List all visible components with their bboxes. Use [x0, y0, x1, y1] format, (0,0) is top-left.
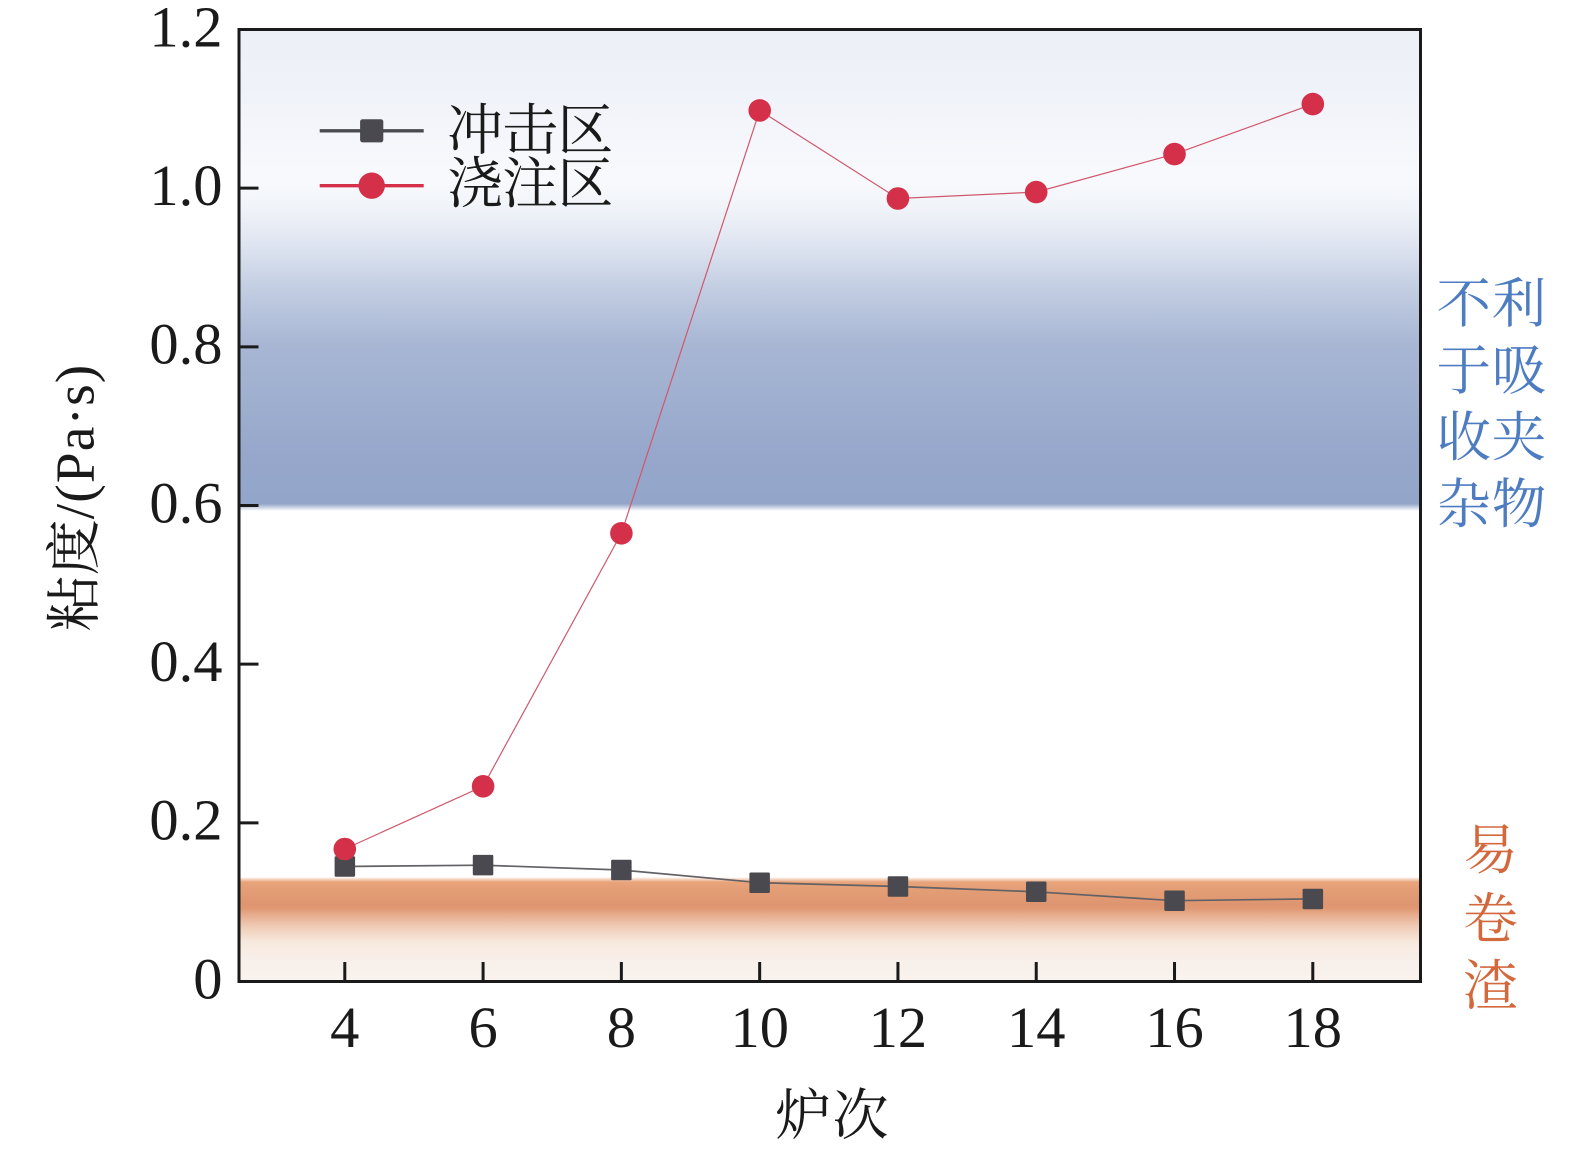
svg-text:0.6: 0.6 — [149, 470, 222, 535]
svg-text:18: 18 — [1284, 995, 1343, 1060]
svg-text:4: 4 — [330, 995, 359, 1060]
svg-text:/(Pa·s): /(Pa·s) — [46, 364, 107, 520]
svg-text:12: 12 — [869, 995, 928, 1060]
svg-text:0.2: 0.2 — [149, 788, 222, 853]
svg-text:0.4: 0.4 — [149, 629, 222, 694]
svg-text:14: 14 — [1007, 995, 1066, 1060]
svg-text:16: 16 — [1145, 995, 1204, 1060]
svg-text:6: 6 — [468, 995, 497, 1060]
svg-text:0: 0 — [193, 946, 222, 1011]
svg-text:1.2: 1.2 — [149, 0, 222, 59]
svg-text:8: 8 — [607, 995, 636, 1060]
svg-text:10: 10 — [730, 995, 789, 1060]
svg-text:0.8: 0.8 — [149, 312, 222, 377]
svg-text:1.0: 1.0 — [149, 153, 222, 218]
